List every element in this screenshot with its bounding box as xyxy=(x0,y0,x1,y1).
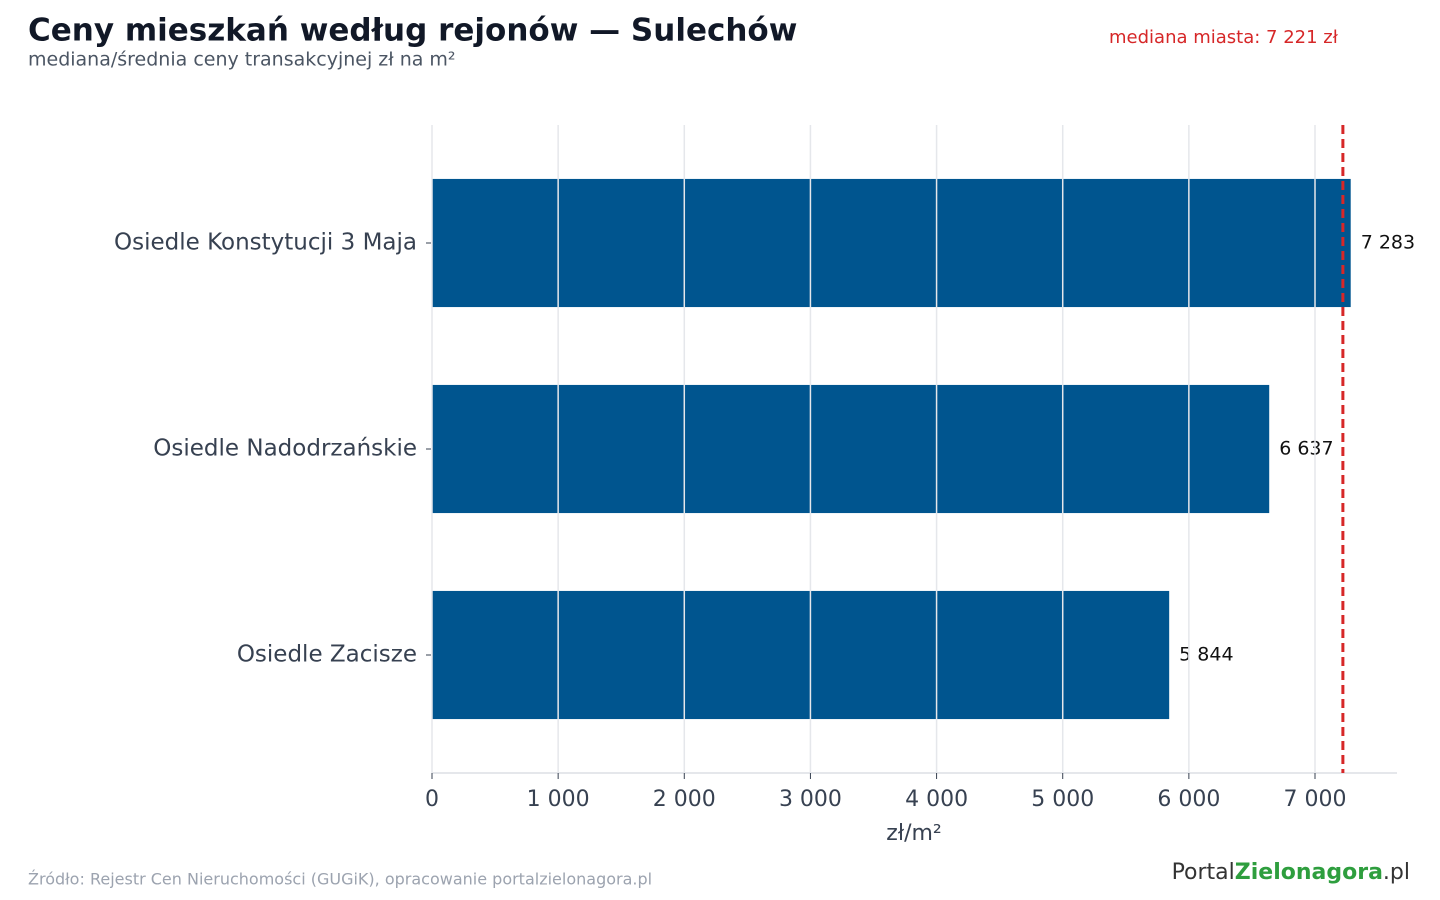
source-note: Źródło: Rejestr Cen Nieruchomości (GUGiK… xyxy=(28,870,652,889)
value-label: 5 844 xyxy=(1179,644,1233,666)
y-tick-label: Osiedle Nadodrzańskie xyxy=(153,436,417,462)
logo: PortalZielonagora.pl xyxy=(1172,860,1410,885)
x-tick-label: 2 000 xyxy=(653,787,716,812)
bar xyxy=(432,178,1351,308)
bar xyxy=(432,590,1170,720)
logo-part: Portal xyxy=(1172,860,1235,885)
x-tick-label: 4 000 xyxy=(905,787,968,812)
logo-part: .pl xyxy=(1383,860,1410,885)
x-tick-label: 0 xyxy=(425,787,439,812)
x-tick-label: 3 000 xyxy=(779,787,842,812)
y-tick-label: Osiedle Konstytucji 3 Maja xyxy=(114,230,417,256)
logo-part: Zielonagora xyxy=(1235,860,1383,885)
x-tick-label: 1 000 xyxy=(527,787,590,812)
x-tick-label: 7 000 xyxy=(1284,787,1347,812)
value-label: 6 637 xyxy=(1279,438,1333,460)
y-tick-label: Osiedle Zacisze xyxy=(237,642,417,668)
x-tick-label: 6 000 xyxy=(1157,787,1220,812)
bar xyxy=(432,384,1270,514)
reference-label: mediana miasta: 7 221 zł xyxy=(1109,27,1339,48)
x-tick-label: 5 000 xyxy=(1031,787,1094,812)
chart-subtitle: mediana/średnia ceny transakcyjnej zł na… xyxy=(28,49,456,71)
value-label: 7 283 xyxy=(1361,232,1415,254)
x-axis-label: zł/m² xyxy=(886,821,941,846)
chart-title: Ceny mieszkań według rejonów — Sulechów xyxy=(28,13,797,49)
